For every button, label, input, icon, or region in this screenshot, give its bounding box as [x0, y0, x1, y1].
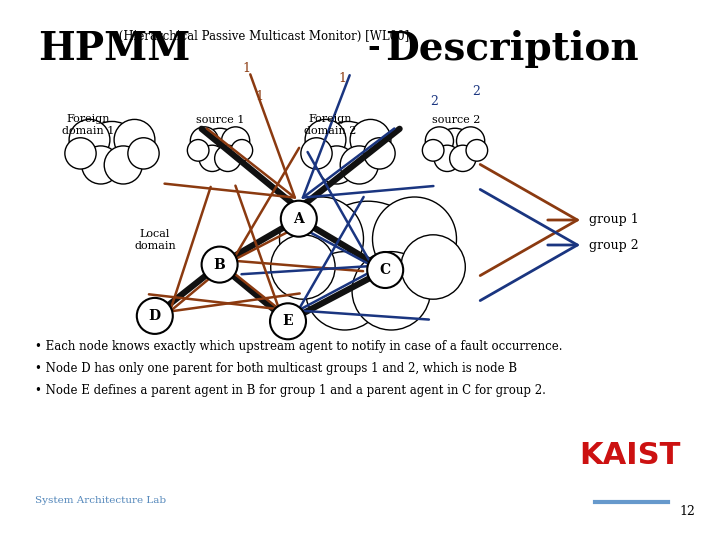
- Circle shape: [372, 197, 456, 281]
- Text: source 1: source 1: [196, 115, 244, 125]
- Text: -: -: [368, 32, 391, 63]
- Circle shape: [271, 235, 335, 299]
- Text: C: C: [379, 263, 391, 277]
- Circle shape: [305, 252, 384, 330]
- Text: Local
domain: Local domain: [134, 229, 176, 251]
- Circle shape: [231, 139, 253, 161]
- Text: 2: 2: [472, 85, 480, 98]
- Circle shape: [436, 129, 474, 168]
- Circle shape: [270, 303, 306, 339]
- Circle shape: [423, 139, 444, 161]
- Text: E: E: [283, 314, 293, 328]
- Circle shape: [81, 146, 120, 184]
- Text: 1: 1: [242, 62, 250, 75]
- Circle shape: [199, 145, 225, 172]
- Circle shape: [69, 119, 110, 160]
- Circle shape: [305, 119, 346, 160]
- Circle shape: [279, 197, 364, 281]
- Text: group 2: group 2: [589, 239, 639, 252]
- Circle shape: [350, 119, 391, 160]
- Circle shape: [456, 127, 485, 155]
- Circle shape: [104, 146, 143, 184]
- Circle shape: [84, 122, 140, 179]
- Text: • Node D has only one parent for both multicast groups 1 and 2, which is node B: • Node D has only one parent for both mu…: [35, 362, 517, 375]
- Text: A: A: [294, 212, 304, 226]
- Circle shape: [114, 119, 155, 160]
- Circle shape: [367, 252, 403, 288]
- Circle shape: [190, 127, 218, 155]
- Circle shape: [65, 138, 96, 169]
- Circle shape: [202, 247, 238, 282]
- Text: D: D: [149, 309, 161, 323]
- Text: 2: 2: [430, 95, 438, 108]
- Text: System Architecture Lab: System Architecture Lab: [35, 496, 166, 505]
- Text: Foreign
domain 1: Foreign domain 1: [62, 114, 114, 136]
- Circle shape: [128, 138, 159, 169]
- Circle shape: [401, 235, 465, 299]
- Circle shape: [187, 139, 209, 161]
- Circle shape: [352, 252, 431, 330]
- Circle shape: [449, 145, 476, 172]
- Circle shape: [309, 201, 427, 319]
- Text: source 2: source 2: [432, 115, 480, 125]
- Circle shape: [215, 145, 241, 172]
- Circle shape: [341, 146, 378, 184]
- Circle shape: [222, 127, 250, 155]
- Circle shape: [364, 138, 395, 169]
- Text: (Hierarchical Passive Multicast Monitor) [WL00]: (Hierarchical Passive Multicast Monitor)…: [115, 30, 413, 43]
- Text: Foreign
domain 2: Foreign domain 2: [304, 114, 356, 136]
- Text: HPMM: HPMM: [38, 30, 190, 68]
- Text: 12: 12: [679, 505, 695, 518]
- Text: group 1: group 1: [589, 213, 639, 226]
- Circle shape: [318, 146, 356, 184]
- Circle shape: [281, 201, 317, 237]
- Circle shape: [434, 145, 460, 172]
- Text: 1: 1: [255, 90, 263, 103]
- Circle shape: [137, 298, 173, 334]
- Circle shape: [200, 129, 240, 168]
- Text: B: B: [214, 258, 225, 272]
- Text: Description: Description: [385, 30, 639, 68]
- Text: • Each node knows exactly which upstream agent to notify in case of a fault occu: • Each node knows exactly which upstream…: [35, 340, 562, 353]
- Circle shape: [426, 127, 454, 155]
- Circle shape: [466, 139, 487, 161]
- Text: 1: 1: [338, 72, 346, 85]
- Circle shape: [301, 138, 332, 169]
- Circle shape: [320, 122, 377, 179]
- Text: KAIST: KAIST: [580, 441, 680, 470]
- Text: • Node E defines a parent agent in B for group 1 and a parent agent in C for gro: • Node E defines a parent agent in B for…: [35, 384, 546, 397]
